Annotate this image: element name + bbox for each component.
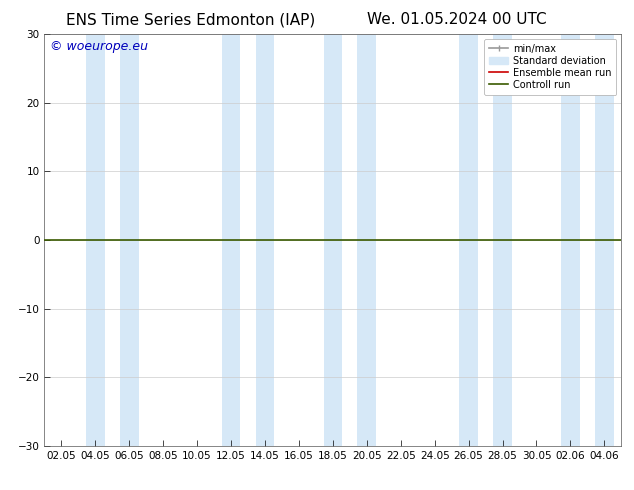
Bar	[493, 34, 512, 446]
Text: ENS Time Series Edmonton (IAP): ENS Time Series Edmonton (IAP)	[65, 12, 315, 27]
Bar	[323, 34, 342, 446]
Legend: min/max, Standard deviation, Ensemble mean run, Controll run: min/max, Standard deviation, Ensemble me…	[484, 39, 616, 95]
Bar	[222, 34, 240, 446]
Bar	[256, 34, 275, 446]
Bar	[358, 34, 376, 446]
Bar	[120, 34, 139, 446]
Bar	[86, 34, 105, 446]
Text: We. 01.05.2024 00 UTC: We. 01.05.2024 00 UTC	[366, 12, 547, 27]
Bar	[595, 34, 614, 446]
Text: © woeurope.eu: © woeurope.eu	[50, 41, 148, 53]
Bar	[459, 34, 478, 446]
Bar	[561, 34, 579, 446]
